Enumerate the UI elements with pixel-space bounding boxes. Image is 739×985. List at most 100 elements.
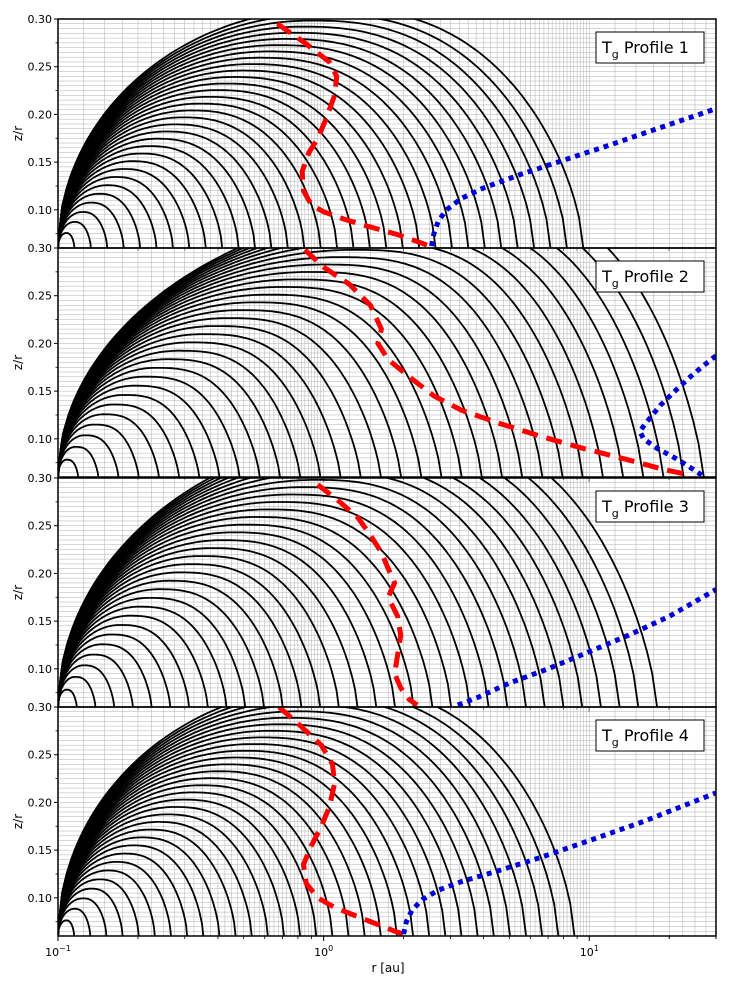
contour-line: [58, 38, 503, 248]
contour-line: [58, 384, 221, 477]
contour-line: [58, 137, 256, 248]
red-dashed-curve: [275, 21, 431, 248]
contour-line: [58, 358, 281, 477]
y-axis: 0.10 0.15 0.20 0.25 0.30 z/r: [11, 13, 58, 235]
contour-line: [58, 349, 302, 477]
y-tick-label: 0.10: [28, 663, 53, 676]
contour-line: [58, 777, 350, 936]
contour-line: [58, 248, 705, 477]
contour-line: [58, 19, 568, 248]
contour-line: [58, 531, 396, 707]
contour-line: [58, 707, 527, 936]
x-tick-label: 10−1: [45, 944, 71, 959]
contour-line: [58, 19, 552, 248]
legend-label: Tg Profile 4: [601, 726, 689, 749]
y-axis-title: z/r: [11, 814, 25, 829]
red-dashed-curve: [303, 248, 691, 477]
contour-line: [58, 723, 479, 936]
x-tick-label: 101: [580, 944, 599, 959]
y-tick-label: 0.25: [28, 520, 53, 533]
contour-line: [58, 707, 576, 936]
y-axis: 0.10 0.15 0.20 0.25 0.30 z/r: [11, 701, 58, 923]
plot-area: [58, 707, 716, 936]
contour-line: [58, 716, 495, 936]
contour-line: [58, 375, 241, 477]
contour-line: [58, 676, 97, 707]
contour-line: [58, 19, 585, 248]
legend: Tg Profile 2: [595, 260, 705, 293]
contour-line: [58, 736, 447, 936]
contour-line: [58, 806, 285, 936]
y-axis-title: z/r: [11, 355, 25, 370]
panel-1: 0.10 0.15 0.20 0.25 0.30 z/r Tg Profile 1: [11, 13, 717, 253]
y-tick-label: 0.15: [28, 615, 53, 628]
red-dashed-curve: [277, 707, 405, 936]
contour-line: [58, 44, 486, 248]
contour-line: [58, 211, 109, 248]
panel-3: 0.10 0.15 0.20 0.25 0.30 z/r Tg Profile 3: [11, 472, 717, 712]
grid: [58, 19, 716, 248]
contour-line: [58, 605, 228, 707]
contour-line: [58, 130, 273, 248]
contour-line: [58, 309, 402, 477]
contour-line: [58, 643, 153, 707]
contour-line: [58, 201, 125, 248]
contour-line: [58, 249, 564, 477]
contours: [58, 707, 576, 936]
contour-line: [58, 770, 366, 936]
y-tick-label: 0.15: [28, 844, 53, 857]
contour-line: [58, 286, 463, 477]
legend-label: Tg Profile 3: [601, 497, 689, 520]
contour-line: [58, 333, 342, 477]
contour-line: [58, 756, 398, 936]
blue-dotted-curve: [401, 790, 716, 935]
x-axis-title: r [au]: [371, 961, 404, 975]
contour-line: [58, 907, 92, 936]
contour-line: [58, 571, 303, 707]
contour-line: [58, 341, 322, 477]
contour-line: [58, 434, 120, 477]
legend-box: [595, 719, 705, 752]
y-tick-label: 0.30: [28, 701, 53, 714]
contour-line: [58, 878, 140, 936]
contour-line: [58, 109, 322, 248]
contour-line: [58, 56, 453, 248]
contour-line: [58, 248, 604, 477]
y-axis-title: z/r: [11, 126, 25, 141]
contour-line: [58, 813, 269, 936]
contour-line: [58, 852, 188, 936]
y-tick-label: 0.20: [28, 337, 53, 350]
contour-line: [58, 501, 471, 707]
contour-line: [58, 791, 318, 936]
panel-4: 0.10 0.15 0.20 0.25 0.30 z/r Tg Profile 4: [11, 701, 717, 941]
y-axis-title: z/r: [11, 585, 25, 600]
contour-line: [58, 278, 483, 477]
contour-line: [58, 152, 224, 248]
y-tick-label: 0.30: [28, 472, 53, 485]
y-tick-label: 0.20: [28, 567, 53, 580]
contour-line: [58, 102, 338, 248]
shared-x-axis: r [au] 10−1 100 101: [45, 944, 599, 975]
contour-line: [58, 69, 421, 248]
y-tick-label: 0.30: [28, 242, 53, 255]
contour-line: [58, 508, 452, 707]
contour-line: [58, 446, 100, 477]
contours: [58, 478, 658, 707]
contour-line: [58, 478, 621, 707]
legend: Tg Profile 3: [595, 490, 705, 523]
contour-line: [58, 844, 205, 936]
y-tick-label: 0.30: [28, 13, 53, 26]
contour-line: [58, 76, 404, 248]
contour-line: [58, 861, 172, 936]
contour-line: [58, 516, 434, 707]
contour-line: [58, 821, 253, 936]
contours: [58, 248, 705, 477]
contour-line: [58, 486, 509, 707]
contour-line: [58, 63, 437, 248]
contour-line: [58, 221, 92, 248]
contour-line: [58, 367, 261, 477]
contour-line: [58, 478, 584, 707]
contour-line: [58, 82, 388, 248]
contour-line: [58, 271, 503, 477]
panel-frame: [57, 706, 717, 937]
